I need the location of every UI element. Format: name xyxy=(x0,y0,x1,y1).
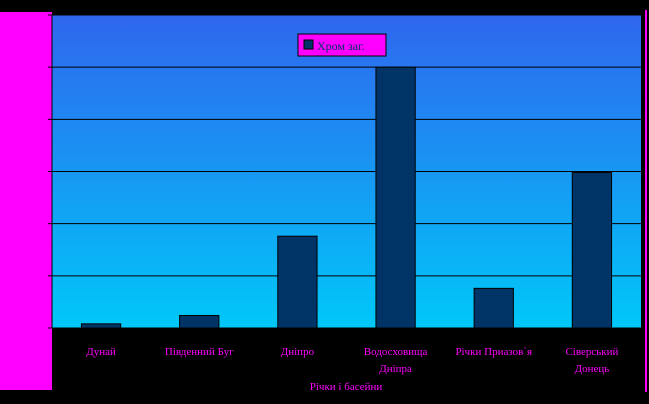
y-tick-label: 0.01 xyxy=(32,220,46,229)
y-tick-label: 0.02 xyxy=(32,115,46,124)
left-panel xyxy=(0,12,52,390)
y-tick-label: 0.03 xyxy=(32,11,46,20)
bar xyxy=(571,172,613,329)
x-tick-label: Дунай xyxy=(86,346,116,358)
y-tick-label: 0.025 xyxy=(28,63,46,72)
y-tick-label: 0.005 xyxy=(28,272,46,281)
x-tick-labels: Дунай Південний Буг Дніпро Водосховища Дніпр… xyxy=(86,346,618,375)
x-tick-label: Південний Буг xyxy=(165,346,234,358)
bar xyxy=(473,287,514,329)
bar xyxy=(179,314,220,329)
y-tick-labels: 0 0.005 0.01 0.015 0.02 0.025 0.03 xyxy=(28,11,46,333)
bar xyxy=(80,323,122,329)
x-tick-label: Річки Приазов`я xyxy=(455,346,532,358)
y-tick-label: 0 xyxy=(42,324,46,333)
legend: Хром заг. xyxy=(297,33,387,57)
bar xyxy=(375,66,416,329)
legend-swatch xyxy=(303,39,314,50)
legend-label: Хром заг. xyxy=(317,39,365,53)
x-axis-title: Річки і басейни xyxy=(310,381,383,393)
x-tick-label: Сіверський Донець xyxy=(565,346,618,375)
y-tick-label: 0.015 xyxy=(28,168,46,177)
bar xyxy=(277,235,318,329)
grid-lines xyxy=(48,14,641,332)
legend-box xyxy=(297,33,387,57)
x-tick-label: Дніпро xyxy=(281,346,315,358)
bars xyxy=(80,66,613,329)
x-tick-label: Водосховища Дніпра xyxy=(364,346,428,375)
